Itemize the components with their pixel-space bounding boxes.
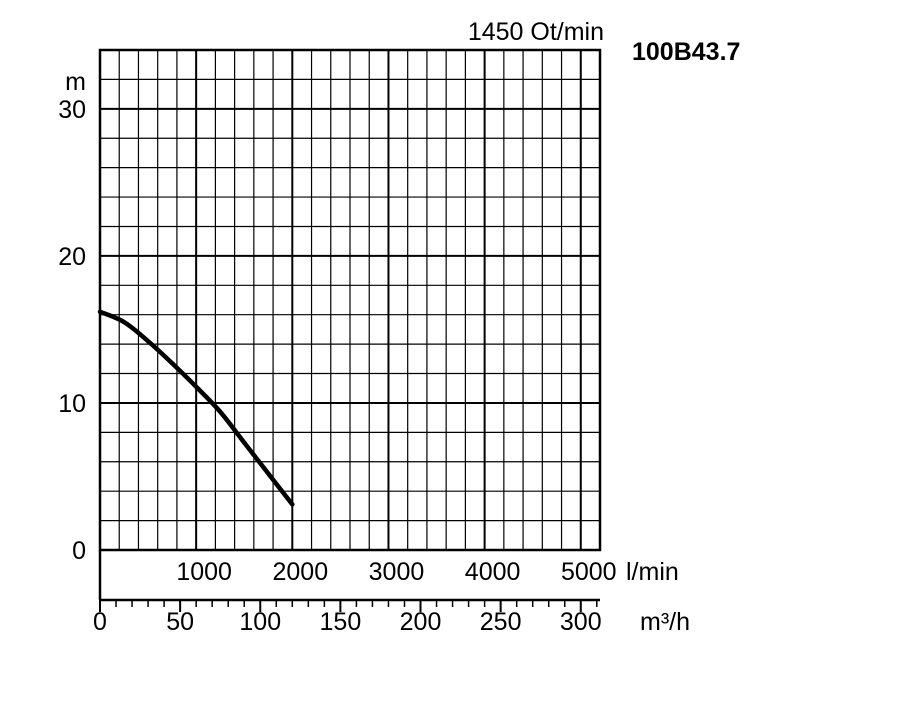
x-tick-label: 3000: [369, 558, 425, 586]
y-tick-label: 10: [58, 390, 86, 418]
x2-tick-label: 100: [239, 608, 281, 636]
x-tick-label: 5000: [561, 558, 617, 586]
x2-tick-label: 50: [166, 608, 194, 636]
y-tick-label: 0: [72, 537, 86, 565]
pump-curve-line: [97, 309, 295, 507]
x2-tick-label: 150: [320, 608, 362, 636]
x2-tick-label: 200: [400, 608, 442, 636]
y-tick-label: 20: [58, 243, 86, 271]
axis-layer: 0 10 20 30 1000 2000 3000 4000 5000 0 50 100 150 200 2…: [58, 48, 617, 636]
x2-tick-label: 300: [560, 608, 602, 636]
label-layer: 1450 Ot/min 100B43.7 m l/min m³/h: [65, 18, 740, 636]
speed-label: 1450 Ot/min: [468, 18, 604, 46]
x2-tick-label: 0: [93, 608, 107, 636]
x-tick-label: 1000: [176, 558, 232, 586]
x2-tick-label: 250: [480, 608, 522, 636]
x2-axis-unit-label: m³/h: [640, 608, 690, 636]
y-tick-label: 30: [58, 96, 86, 124]
x-tick-label: 2000: [272, 558, 328, 586]
y-axis-unit-label: m: [65, 68, 86, 96]
plot-frame: [98, 48, 602, 552]
series-layer: [97, 309, 295, 507]
x-axis-unit-label: l/min: [626, 558, 679, 586]
grid-layer: [100, 50, 600, 550]
x-tick-label: 4000: [465, 558, 521, 586]
model-label: 100B43.7: [632, 38, 740, 66]
